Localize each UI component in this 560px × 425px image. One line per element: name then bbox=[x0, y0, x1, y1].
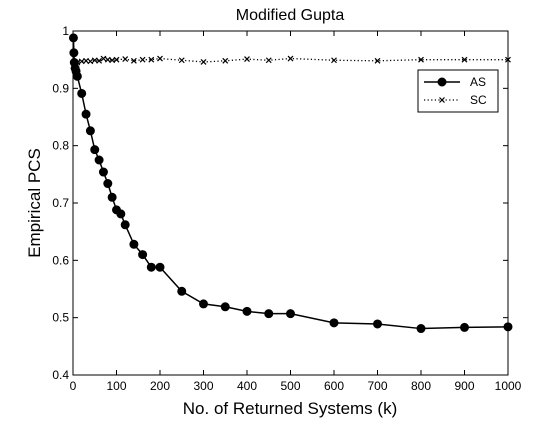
x-tick-label: 700 bbox=[367, 379, 387, 393]
x-tick-label: 0 bbox=[70, 379, 77, 393]
data-point-as bbox=[81, 109, 91, 119]
data-point-as bbox=[242, 306, 252, 316]
x-tick-label: 200 bbox=[150, 379, 170, 393]
data-point-sc bbox=[130, 57, 137, 64]
data-point-sc bbox=[139, 56, 146, 63]
data-point-sc bbox=[74, 59, 81, 66]
data-point-as bbox=[460, 322, 469, 332]
series-sc bbox=[70, 55, 511, 70]
y-tick-label: 0.5 bbox=[52, 311, 69, 325]
y-tick-label: 0.8 bbox=[52, 139, 69, 153]
data-point-as bbox=[146, 262, 156, 272]
data-point-as bbox=[329, 318, 339, 328]
data-point-sc bbox=[122, 56, 129, 63]
y-tick-label: 0.4 bbox=[52, 368, 69, 382]
data-point-sc bbox=[461, 56, 468, 63]
data-point-as bbox=[220, 302, 230, 312]
legend-entry-sc: SC bbox=[424, 93, 487, 107]
x-tick-label: 100 bbox=[106, 379, 126, 393]
data-point-as bbox=[85, 126, 95, 136]
x-tick-label: 500 bbox=[280, 379, 300, 393]
series-line-sc bbox=[72, 57, 508, 67]
x-axis-title: No. of Returned Systems (k) bbox=[183, 399, 397, 418]
tick-layer: 0 100 200 300 400 500 600 700 800 900 1000 0.4 0.5 0.… bbox=[52, 24, 521, 393]
data-point-sc bbox=[157, 55, 163, 62]
data-point-as bbox=[98, 167, 108, 177]
legend-marker-sc bbox=[439, 97, 445, 103]
data-point-sc bbox=[148, 56, 155, 63]
data-point-as bbox=[94, 155, 104, 165]
x-tick-label: 600 bbox=[324, 379, 344, 393]
data-point-as bbox=[199, 299, 208, 309]
data-point-sc bbox=[113, 56, 120, 63]
data-point-sc bbox=[178, 57, 185, 64]
y-axis-title: Empirical PCS bbox=[25, 148, 44, 258]
data-point-as bbox=[155, 262, 165, 272]
data-point-sc bbox=[200, 59, 207, 65]
y-tick-label: 0.9 bbox=[52, 81, 69, 95]
data-point-as bbox=[286, 309, 295, 319]
data-point-as bbox=[264, 309, 274, 319]
data-point-as bbox=[129, 239, 139, 249]
data-point-sc bbox=[287, 55, 294, 62]
data-point-as bbox=[373, 319, 382, 329]
y-tick-label: 0.6 bbox=[52, 253, 69, 267]
data-point-sc bbox=[96, 57, 103, 64]
legend-entry-as: AS bbox=[424, 75, 486, 89]
legend-label: SC bbox=[470, 93, 487, 107]
data-point-sc bbox=[331, 57, 337, 64]
data-point-sc bbox=[222, 57, 229, 64]
data-point-as bbox=[416, 324, 426, 334]
data-point-as bbox=[77, 88, 87, 98]
data-point-as bbox=[103, 179, 113, 189]
data-point-sc bbox=[265, 57, 272, 64]
y-tick-label: 1 bbox=[62, 24, 69, 38]
plot-frame bbox=[72, 30, 509, 376]
data-point-sc bbox=[418, 56, 424, 63]
x-tick-label: 1000 bbox=[495, 379, 522, 393]
legend-marker-as bbox=[437, 77, 447, 87]
legend: AS SC bbox=[417, 69, 499, 113]
data-point-as bbox=[72, 71, 82, 81]
data-point-as bbox=[69, 48, 79, 58]
x-tick-label: 900 bbox=[454, 379, 474, 393]
data-point-as bbox=[138, 250, 148, 260]
y-tick-label: 0.7 bbox=[52, 196, 69, 210]
data-point-as bbox=[120, 220, 130, 230]
legend-box bbox=[417, 69, 499, 113]
data-point-sc bbox=[100, 55, 107, 62]
data-point-as bbox=[107, 192, 117, 202]
data-point-sc bbox=[87, 58, 94, 65]
data-point-sc bbox=[244, 56, 250, 63]
data-point-as bbox=[90, 145, 100, 155]
data-point-as bbox=[177, 286, 187, 296]
data-point-as bbox=[116, 209, 126, 219]
data-point-sc bbox=[374, 57, 381, 64]
x-tick-label: 300 bbox=[193, 379, 213, 393]
x-tick-label: 400 bbox=[237, 379, 257, 393]
x-tick-label: 800 bbox=[411, 379, 431, 393]
legend-label: AS bbox=[470, 75, 486, 89]
chart-title: Modified Gupta bbox=[236, 7, 345, 24]
